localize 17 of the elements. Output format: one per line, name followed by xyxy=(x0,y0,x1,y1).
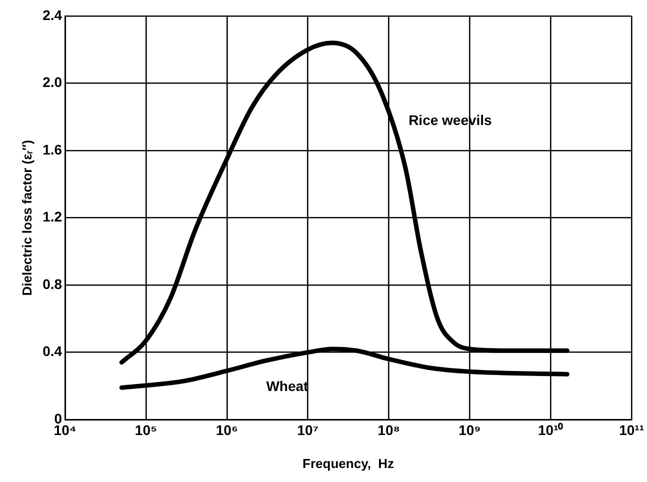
y-axis-title: Dielectric loss factor (εᵣ″) xyxy=(19,140,34,296)
y-tick-label: 1.2 xyxy=(42,208,62,225)
y-tick-label: 0.8 xyxy=(42,276,62,292)
y-tick-label: 0.4 xyxy=(42,343,62,360)
y-tick-label: 1.6 xyxy=(42,141,62,158)
x-tick-label: 10⁷ xyxy=(297,422,319,438)
x-axis-title: Frequency, Hz xyxy=(302,456,395,471)
x-tick-label: 10¹¹ xyxy=(619,422,644,438)
y-tick-label: 2.0 xyxy=(42,74,62,90)
series-label: Wheat xyxy=(266,378,309,394)
x-tick-label: 10⁹ xyxy=(458,422,481,438)
x-tick-label: 10¹⁰ xyxy=(538,422,564,438)
y-tick-label: 2.4 xyxy=(42,6,62,23)
y-tick-label: 0 xyxy=(54,410,62,426)
x-tick-label: 10⁶ xyxy=(216,422,238,438)
x-tick-label: 10⁵ xyxy=(134,422,158,438)
x-tick-label: 10⁸ xyxy=(378,422,400,438)
